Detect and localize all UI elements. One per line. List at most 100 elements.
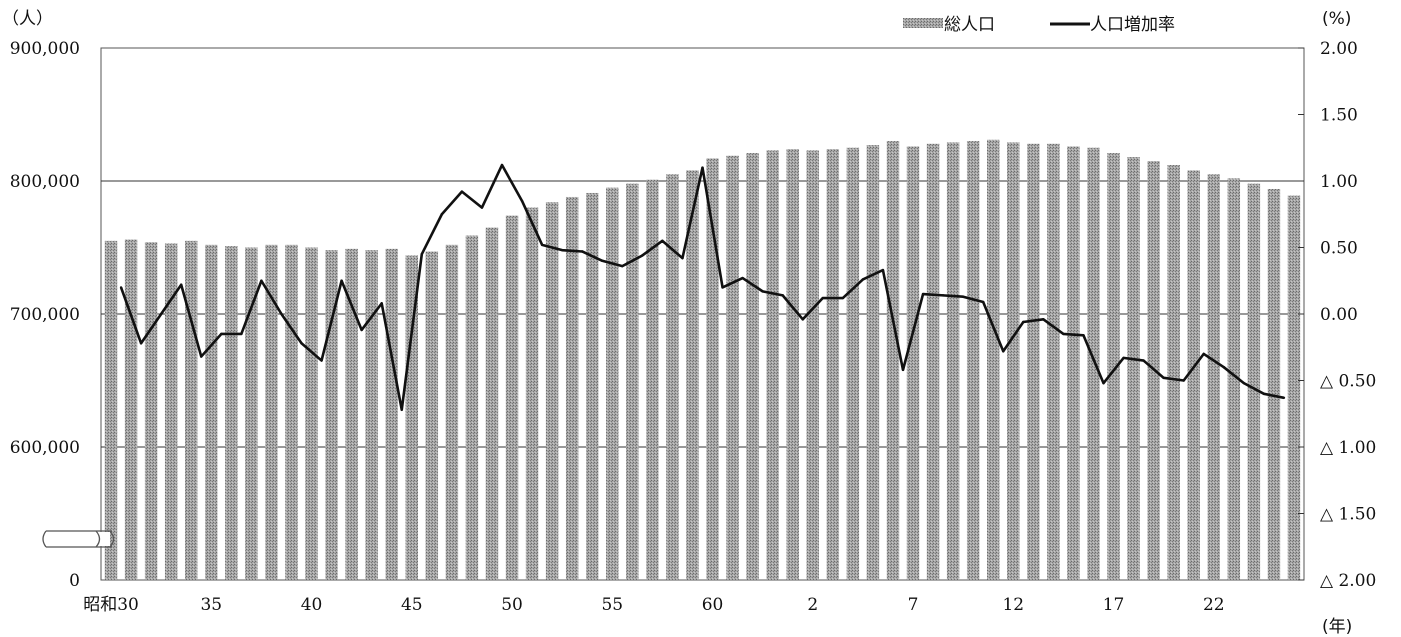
- bar-49: [1087, 147, 1100, 580]
- x-tick-label-11: 22: [1203, 595, 1225, 615]
- bar-30: [706, 158, 719, 580]
- bar-47: [1047, 143, 1060, 580]
- bar-35: [806, 150, 819, 580]
- bar-16: [425, 251, 439, 581]
- growth-rate-point-26: [641, 254, 644, 257]
- bar-31: [726, 155, 739, 581]
- right-axis-ticks: 2.00 1.50 1.00 0.50 0.00 △ 0.50 △ 1.00 △ 1.50 △ …: [1298, 39, 1376, 591]
- left-tick-label-4: 900,000: [10, 39, 80, 59]
- bar-59: [1287, 195, 1301, 580]
- x-tick-label-5: 55: [601, 595, 623, 615]
- growth-rate-point-57: [1262, 392, 1266, 395]
- growth-rate-point-41: [941, 294, 945, 297]
- growth-rate-point-43: [982, 300, 985, 304]
- growth-rate-point-20: [520, 199, 524, 203]
- growth-rate-point-58: [1282, 396, 1286, 399]
- growth-rate-point-19: [500, 163, 504, 167]
- x-tick-label-3: 45: [401, 595, 423, 615]
- growth-rate-point-6: [240, 332, 243, 336]
- growth-rate-point-53: [1182, 379, 1185, 382]
- growth-rate-point-14: [400, 408, 403, 411]
- legend-bar-label: 総人口: [944, 15, 995, 35]
- growth-rate-point-10: [320, 359, 323, 362]
- bar-46: [1027, 143, 1040, 580]
- growth-rate-point-54: [1202, 352, 1205, 356]
- right-tick-label-3: 0.50: [1320, 239, 1358, 259]
- bar-38: [866, 145, 880, 580]
- bar-2: [144, 242, 158, 580]
- legend-line-label: 人口増加率: [1090, 15, 1175, 35]
- left-axis-unit: （人）: [2, 9, 53, 29]
- bar-36: [826, 149, 840, 580]
- growth-rate-point-9: [300, 342, 303, 345]
- growth-rate-point-24: [601, 259, 604, 262]
- bar-19: [485, 227, 499, 581]
- bar-24: [586, 192, 599, 580]
- bar-57: [1247, 183, 1261, 580]
- x-axis-unit: (年): [1322, 617, 1352, 637]
- growth-rate-point-5: [220, 332, 223, 336]
- bar-12: [345, 248, 358, 580]
- growth-rate-point-30: [721, 286, 724, 289]
- bar-54: [1187, 170, 1200, 581]
- gridlines: [101, 180, 1304, 448]
- growth-rate-point-38: [881, 268, 885, 272]
- growth-rate-point-2: [159, 312, 163, 316]
- growth-rate-point-4: [200, 355, 203, 358]
- bar-41: [926, 143, 940, 580]
- right-tick-label-2: 1.00: [1320, 172, 1358, 192]
- left-tick-label-1: 600,000: [10, 438, 80, 458]
- growth-rate-point-47: [1062, 332, 1065, 336]
- growth-rate-point-23: [581, 250, 584, 253]
- growth-rate-point-42: [961, 295, 965, 298]
- growth-rate-point-37: [861, 278, 865, 281]
- bar-10: [305, 247, 318, 580]
- right-tick-label-8: △ 2.00: [1320, 571, 1376, 591]
- bar-37: [846, 147, 860, 580]
- growth-rate-point-12: [360, 328, 363, 332]
- growth-rate-point-11: [340, 279, 343, 282]
- growth-rate-point-1: [139, 342, 143, 345]
- growth-rate-point-46: [1042, 318, 1045, 321]
- growth-rate-point-13: [380, 302, 383, 305]
- bar-48: [1067, 146, 1080, 581]
- x-tick-label-9: 12: [1002, 595, 1024, 615]
- left-tick-label-0: 0: [69, 571, 80, 591]
- growth-rate-point-27: [661, 239, 664, 243]
- x-tick-label-10: 17: [1103, 595, 1125, 615]
- growth-rate-point-33: [781, 294, 784, 297]
- bar-14: [385, 248, 398, 580]
- growth-rate-point-21: [540, 243, 544, 247]
- bar-9: [285, 244, 298, 580]
- bar-1: [124, 239, 138, 580]
- growth-rate-point-25: [621, 264, 624, 268]
- bar-55: [1207, 174, 1220, 580]
- x-tick-label-6: 60: [702, 595, 724, 615]
- growth-rate-point-35: [821, 296, 824, 300]
- bar-51: [1127, 157, 1140, 580]
- bar-28: [666, 174, 679, 580]
- bar-4: [185, 240, 198, 580]
- growth-rate-point-44: [1002, 350, 1005, 353]
- growth-rate-point-36: [841, 296, 845, 300]
- bar-25: [606, 187, 619, 580]
- right-tick-label-0: 2.00: [1320, 39, 1358, 59]
- bar-17: [445, 244, 459, 580]
- growth-rate-point-15: [420, 252, 423, 256]
- bar-5: [205, 244, 218, 580]
- growth-rate-point-3: [180, 283, 183, 286]
- growth-rate-point-55: [1222, 366, 1226, 369]
- bars-total-population: [104, 139, 1301, 581]
- bar-44: [987, 139, 1000, 580]
- bar-53: [1167, 165, 1180, 581]
- bar-3: [164, 243, 178, 580]
- bar-0: [104, 240, 118, 580]
- x-tick-label-4: 50: [501, 595, 523, 615]
- x-tick-label-1: 35: [200, 595, 222, 615]
- growth-rate-point-17: [460, 190, 464, 193]
- right-tick-label-5: △ 0.50: [1320, 372, 1376, 392]
- bar-26: [626, 183, 639, 580]
- x-tick-label-8: 7: [908, 595, 919, 615]
- bar-34: [786, 149, 799, 580]
- growth-rate-point-32: [761, 290, 764, 293]
